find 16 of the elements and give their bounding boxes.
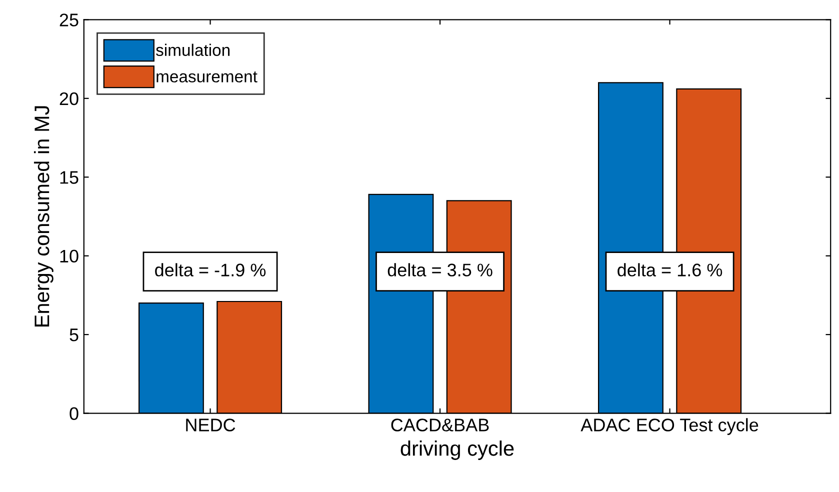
legend-label: simulation [156, 44, 230, 56]
y-tick-label: 10 [60, 250, 78, 263]
x-axis-title: driving cycle [400, 440, 514, 460]
y-tick-label: 15 [60, 171, 78, 184]
y-tick-label: 20 [60, 92, 78, 106]
y-axis-title: Energy consumed in MJ [34, 106, 54, 327]
x-tick-label: CACD&BAB [391, 418, 489, 432]
legend-label: measurement [156, 71, 258, 82]
annotation: delta = 1.6 % [618, 263, 722, 276]
y-tick-label: 5 [70, 328, 78, 342]
x-tick-label: NEDC [186, 418, 236, 432]
annotation: delta = -1.9 % [155, 263, 266, 276]
y-tick-label: 0 [70, 407, 78, 420]
annotation: delta = 3.5 % [388, 263, 492, 276]
x-tick-label: ADAC ECO Test cycle [580, 418, 758, 435]
y-tick-label: 25 [60, 14, 78, 26]
